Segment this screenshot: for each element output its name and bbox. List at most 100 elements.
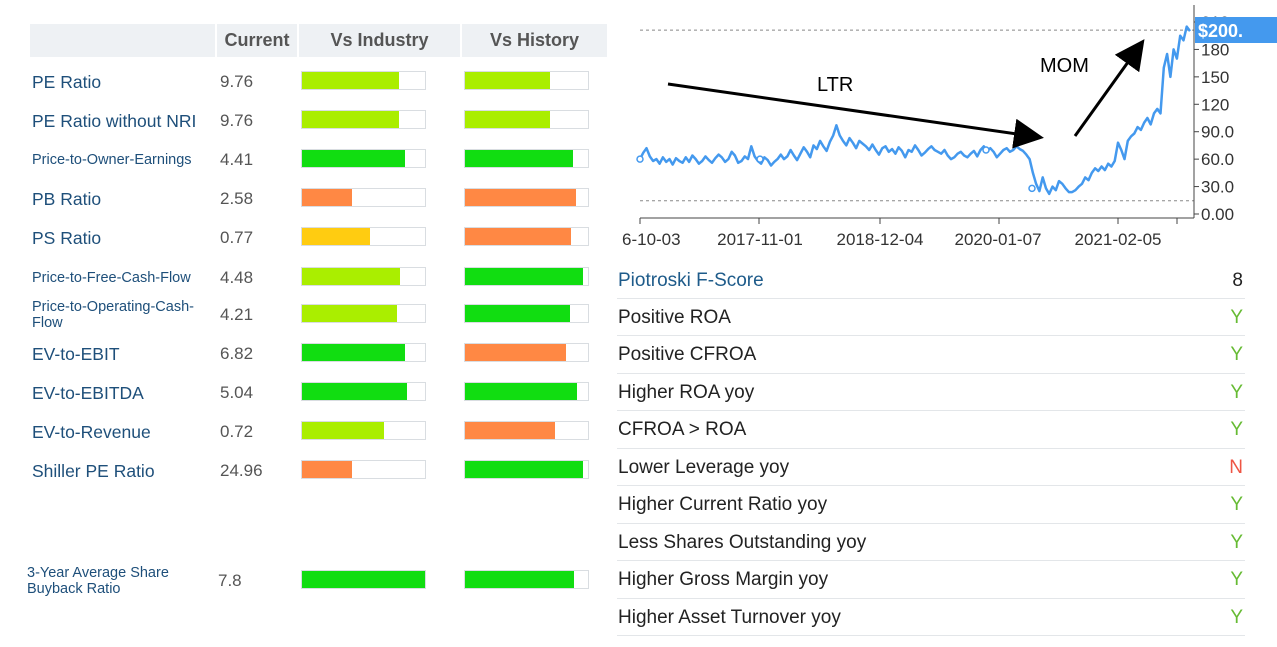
history-bar (464, 570, 589, 589)
industry-bar (301, 267, 426, 286)
industry-bar-fill (302, 422, 385, 439)
piotroski-item: Positive ROA Y (617, 299, 1245, 336)
metric-label[interactable]: EV-to-Revenue (32, 421, 151, 442)
piotroski-item-value: Y (1230, 306, 1243, 328)
valuation-row: EV-to-EBITDA 5.04 (30, 373, 607, 412)
x-tick-label: 2018-12-04 (837, 230, 924, 249)
price-marker (636, 155, 644, 163)
y-tick-label: 120 (1201, 95, 1229, 114)
piotroski-item: Less Shares Outstanding yoy Y (617, 524, 1245, 561)
piotroski-header: Piotroski F-Score 8 (617, 262, 1245, 299)
header-current: Current (217, 24, 297, 57)
price-chart: 6-10-03 2017-11-01 2018-12-04 2020-01-07 202… (612, 0, 1277, 258)
y-tick-label: 60.0 (1201, 150, 1234, 169)
history-bar (464, 267, 589, 286)
metric-current-value: 2.58 (220, 188, 254, 208)
history-bar (464, 110, 589, 129)
price-marker (756, 155, 764, 163)
metric-current-value: 9.76 (220, 71, 254, 91)
metric-current-value: 5.04 (220, 382, 254, 402)
industry-bar (301, 227, 426, 246)
piotroski-item: Higher Gross Margin yoy Y (617, 562, 1245, 599)
industry-bar-fill (302, 461, 353, 478)
metric-current-value: 9.76 (220, 110, 254, 130)
metric-current-value: 24.96 (220, 460, 263, 480)
x-tick-label: 2021-02-05 (1075, 230, 1162, 249)
metric-label[interactable]: PE Ratio without NRI (32, 110, 197, 131)
history-bar-fill (465, 305, 570, 322)
piotroski-title[interactable]: Piotroski F-Score (618, 269, 764, 291)
x-tick-label: 6-10-03 (622, 230, 681, 249)
history-bar-fill (465, 571, 575, 588)
history-bar-fill (465, 344, 566, 361)
header-blank (30, 24, 215, 57)
industry-bar-fill (302, 344, 406, 361)
metric-label[interactable]: Price-to-Free-Cash-Flow (32, 269, 191, 286)
metric-current-value: 4.21 (220, 304, 254, 324)
metric-label[interactable]: EV-to-EBITDA (32, 382, 144, 403)
piotroski-item-value: Y (1230, 494, 1243, 515)
metric-current-value: 0.72 (220, 421, 254, 441)
history-bar (464, 304, 589, 323)
valuation-table: Current Vs Industry Vs History PE Ratio 9… (27, 24, 607, 597)
industry-bar-fill (302, 228, 370, 245)
price-marker (1028, 184, 1036, 193)
valuation-row: Shiller PE Ratio 24.96 (30, 451, 607, 490)
piotroski-item-label: Positive CFROA (618, 344, 757, 365)
valuation-row: Price-to-Operating-Cash-Flow 4.21 (30, 295, 607, 334)
piotroski-item-label: Higher Gross Margin yoy (618, 569, 829, 590)
header-vs-industry: Vs Industry (299, 24, 460, 57)
metric-label[interactable]: Shiller PE Ratio (32, 460, 155, 481)
metric-current-value: 4.48 (220, 267, 254, 287)
ltr-annotation: LTR (817, 74, 853, 96)
industry-bar (301, 110, 426, 129)
piotroski-item-value: Y (1230, 531, 1243, 553)
industry-bar-fill (302, 268, 401, 285)
valuation-row: Price-to-Owner-Earnings 4.41 (30, 140, 607, 179)
piotroski-item: Higher Asset Turnover yoy Y (617, 599, 1245, 636)
piotroski-item-label: Less Shares Outstanding yoy (618, 531, 867, 553)
piotroski-item-value: Y (1230, 381, 1243, 403)
industry-bar (301, 460, 426, 479)
industry-bar (301, 421, 426, 440)
x-tick-label: 2017-11-01 (717, 230, 803, 249)
metric-label[interactable]: EV-to-EBIT (32, 343, 120, 364)
piotroski-item: Lower Leverage yoy N (617, 449, 1245, 486)
metric-label[interactable]: PS Ratio (32, 227, 102, 248)
history-bar-fill (465, 72, 550, 89)
industry-bar-fill (302, 189, 353, 206)
industry-bar-fill (302, 571, 425, 588)
piotroski-item-label: Lower Leverage yoy (618, 456, 790, 478)
history-bar (464, 188, 589, 207)
price-marker (982, 146, 990, 154)
valuation-row: PE Ratio 9.76 (30, 62, 607, 101)
metric-label[interactable]: Price-to-Operating-Cash-Flow (32, 298, 194, 331)
metric-current-value: 0.77 (220, 227, 254, 247)
history-bar-fill (465, 228, 571, 245)
valuation-row: EV-to-EBIT 6.82 (30, 334, 607, 373)
metric-label[interactable]: PB Ratio (32, 188, 102, 209)
y-tick-label: 30.0 (1201, 178, 1234, 197)
industry-bar-fill (302, 150, 406, 167)
industry-bar-fill (302, 305, 397, 322)
header-vs-history: Vs History (462, 24, 607, 57)
metric-label[interactable]: PE Ratio (32, 71, 102, 92)
valuation-row: Price-to-Free-Cash-Flow 4.48 (30, 258, 607, 297)
history-bar (464, 149, 589, 168)
piotroski-item: Higher ROA yoy Y (617, 374, 1245, 411)
piotroski-item: CFROA > ROA Y (617, 412, 1245, 449)
industry-bar-fill (302, 111, 400, 128)
price-chart-svg: 6-10-03 2017-11-01 2018-12-04 2020-01-07 202… (622, 5, 1277, 249)
price-series-line (638, 25, 1192, 196)
industry-bar (301, 188, 426, 207)
piotroski-item-label: CFROA > ROA (618, 419, 747, 440)
y-tick-label: 0.00 (1201, 205, 1234, 224)
metric-label[interactable]: 3-Year Average Share Buyback Ratio (27, 564, 169, 597)
metric-label[interactable]: Price-to-Owner-Earnings (32, 151, 192, 168)
industry-bar (301, 149, 426, 168)
valuation-row: PE Ratio without NRI 9.76 (30, 101, 607, 140)
valuation-row: PS Ratio 0.77 (30, 218, 607, 257)
industry-bar (301, 304, 426, 323)
mom-annotation: MOM (1040, 55, 1089, 77)
history-bar (464, 460, 589, 479)
